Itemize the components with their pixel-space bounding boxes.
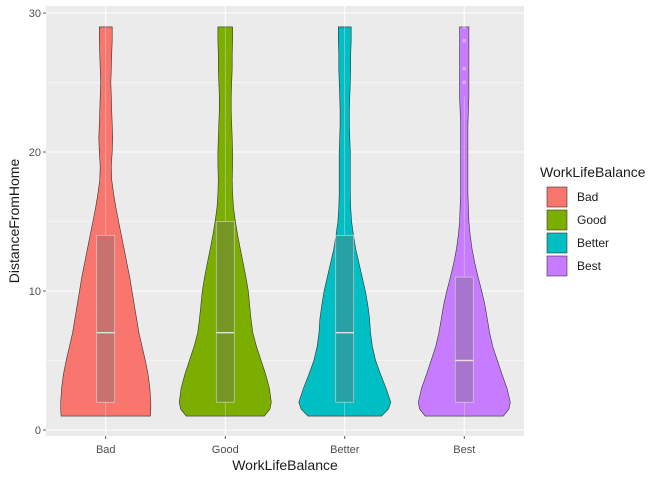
legend-key-good [546, 209, 568, 231]
boxplots [96, 24, 474, 417]
outlier-point [462, 38, 467, 43]
legend-key-best [546, 255, 568, 277]
legend-label-bad: Bad [577, 190, 598, 204]
legend-title: WorkLifeBalance [540, 164, 646, 180]
legend-key-bad [546, 186, 568, 208]
box-good [215, 221, 235, 403]
outlier-point [462, 80, 467, 85]
legend-label-best: Best [577, 259, 602, 273]
x-tick-label: Best [453, 444, 475, 456]
outlier-point [462, 24, 467, 29]
box-better [335, 235, 355, 403]
y-tick-label: 30 [29, 8, 41, 20]
y-tick-label: 10 [29, 286, 41, 298]
x-axis: Bad Good Better Best [96, 436, 475, 456]
x-tick-label: Bad [96, 444, 116, 456]
x-tick-label: Better [330, 444, 360, 456]
y-tick-label: 0 [35, 425, 41, 437]
y-axis-title: DistanceFromHome [6, 159, 22, 284]
box-best [454, 276, 474, 403]
box-bad [96, 235, 116, 403]
y-axis: 0 10 20 30 [29, 8, 46, 437]
x-axis-title: WorkLifeBalance [232, 457, 338, 473]
legend-label-better: Better [577, 236, 609, 250]
legend: WorkLifeBalance Bad Good Better Best [540, 164, 646, 277]
x-tick-label: Good [212, 444, 239, 456]
outlier-point [462, 66, 467, 71]
y-tick-label: 20 [29, 147, 41, 159]
legend-key-better [546, 232, 568, 254]
legend-label-good: Good [577, 213, 606, 227]
